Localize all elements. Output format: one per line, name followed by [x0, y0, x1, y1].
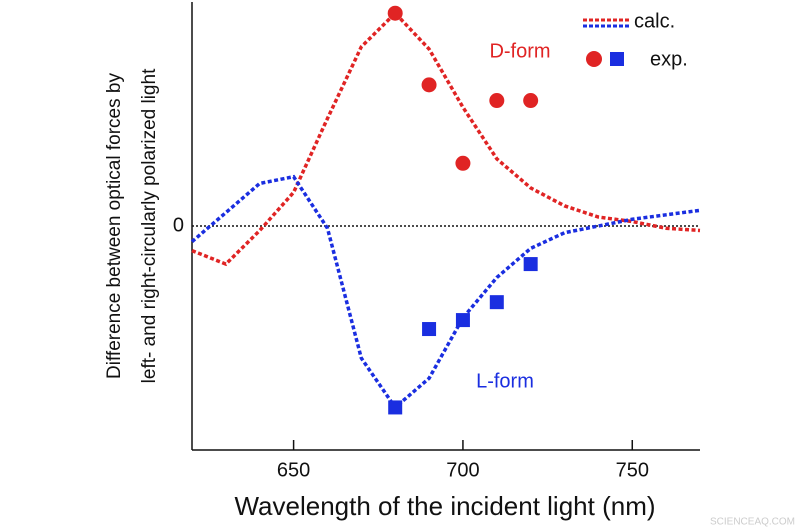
exp-point — [455, 155, 471, 171]
series-label: L-form — [476, 370, 534, 392]
x-axis-label: Wavelength of the incident light (nm) — [234, 491, 655, 521]
legend-swatch — [586, 51, 602, 67]
exp-point — [523, 93, 539, 109]
exp-point — [455, 313, 470, 328]
calc-line — [191, 10, 701, 267]
exp-point — [523, 257, 538, 272]
y-axis-label: Difference between optical forces by — [104, 73, 125, 379]
legend-swatch — [610, 52, 624, 66]
watermark: SCIENCEAQ.COM — [710, 517, 795, 528]
y-axis-label: left- and right-circularly polarized lig… — [139, 68, 160, 383]
calc-line — [190, 174, 701, 411]
x-tick-label: 750 — [616, 459, 649, 481]
x-tick-label: 700 — [446, 459, 479, 481]
legend-label: exp. — [650, 48, 688, 70]
exp-point — [388, 400, 403, 415]
x-tick-label: 650 — [277, 459, 310, 481]
exp-point — [422, 322, 437, 337]
y-tick-label: 0 — [173, 214, 184, 236]
series-label: D-form — [489, 40, 550, 62]
exp-point — [489, 93, 505, 109]
legend-label: calc. — [634, 10, 675, 32]
exp-point — [387, 5, 403, 21]
exp-point — [421, 77, 437, 93]
exp-point — [489, 295, 504, 310]
